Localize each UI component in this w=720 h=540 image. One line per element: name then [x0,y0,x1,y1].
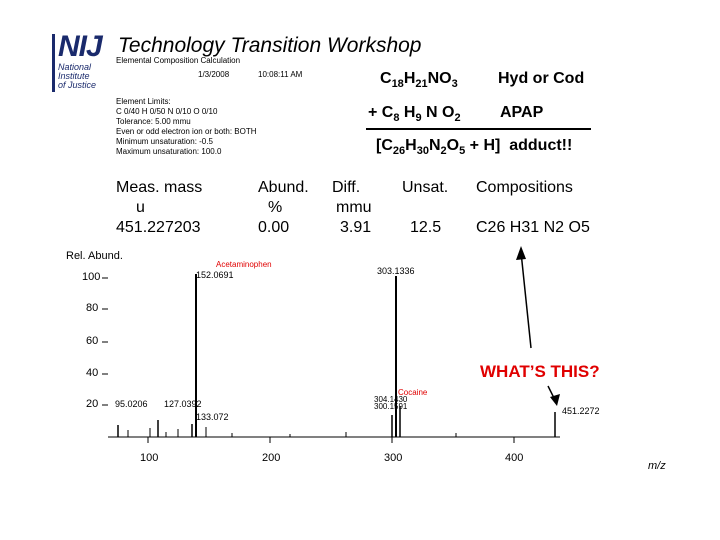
unit-abund: % [268,199,283,216]
calc-line: Tolerance: 5.00 mmu [116,117,191,126]
annot-451: 451.2272 [562,406,600,416]
annot-133: 133.072 [196,412,229,422]
header-meas-mass: Meas. mass [116,179,203,196]
col-compositions: Compositions C26 H31 N2 O5 [476,178,590,238]
value-compositions: C26 H31 N2 O5 [476,219,590,236]
calc-line: Minimum unsaturation: -0.5 [116,137,213,146]
logo-line2: Institute [58,71,90,81]
logo-bar [52,34,55,92]
nij-logo: NIJ National Institute of Justice [52,32,110,94]
x-tick-400: 400 [505,452,524,464]
x-tick-200: 200 [262,452,281,464]
logo-line1: National [58,62,92,72]
unit-meas-mass: u [136,199,145,216]
annot-95: 95.0206 [115,399,148,409]
annot-152: 152.0691 [196,270,234,280]
logo-text: National Institute of Justice [58,63,96,90]
annot-304: 304.1430 [374,395,408,404]
calc-line: Element Limits: [116,97,171,106]
header-unsat: Unsat. [402,179,449,196]
annot-acetaminophen: Acetaminophen [216,260,272,269]
y-axis-label: Rel. Abund. [66,250,123,262]
y-tick-40: 40 [86,367,99,379]
value-diff: 3.91 [340,219,372,236]
header-compositions: Compositions [476,179,573,196]
annot-303: 303.1336 [377,266,415,276]
calc-date: 1/3/2008 [198,70,230,79]
arrow-line-up [520,251,532,349]
annot-300: 300.1591 [374,402,408,411]
col-diff: Diff. mmu 3.91 [332,178,372,238]
unit-diff: mmu [336,199,372,216]
col-meas-mass: Meas. mass u 451.227203 [116,178,202,238]
y-tick-80: 80 [86,302,99,314]
calc-time: 10:08:11 AM [258,70,303,79]
logo-letters: NIJ [58,30,103,63]
formula-apap: + C8 H9 N O2 [368,104,461,125]
page-title: Technology Transition Workshop [118,34,422,57]
header-abund: Abund. [258,179,309,196]
y-tick-20: 20 [86,398,99,410]
divider-line [366,128,591,130]
callout-whats-this: WHAT’S THIS? [480,362,600,381]
formula-hydrocodone: C18H21NO3 [380,70,458,91]
arrow-head-down [550,394,560,406]
col-unsat: Unsat. 12.5 [402,178,448,238]
value-abund: 0.00 [258,219,290,236]
x-axis-label: m/z [648,460,666,472]
annot-127: 127.0392 [164,399,202,409]
label-hyd-cod: Hyd or Cod [498,70,585,87]
logo-line3: of Justice [58,80,97,90]
calc-heading: Elemental Composition Calculation [116,56,241,65]
annot-cocaine: Cocaine [398,388,428,397]
calc-line: Maximum unsaturation: 100.0 [116,147,222,156]
header-diff: Diff. [332,179,361,196]
value-unsat: 12.5 [410,219,442,236]
y-tick-60: 60 [86,335,99,347]
arrow-head-up [516,246,526,260]
y-tick-100: 100 [82,271,101,283]
formula-adduct: [C26H30N2O5 + H] adduct!! [376,137,573,158]
x-tick-300: 300 [384,452,403,464]
x-tick-100: 100 [140,452,159,464]
calc-params: Element Limits: C 0/40 H 0/50 N 0/10 O 0… [116,97,257,157]
calc-line: Even or odd electron ion or both: BOTH [116,127,257,136]
label-apap: APAP [500,104,544,121]
value-meas-mass: 451.227203 [116,219,201,236]
calc-line: C 0/40 H 0/50 N 0/10 O 0/10 [116,107,218,116]
col-abund: Abund. % 0.00 [258,178,309,238]
